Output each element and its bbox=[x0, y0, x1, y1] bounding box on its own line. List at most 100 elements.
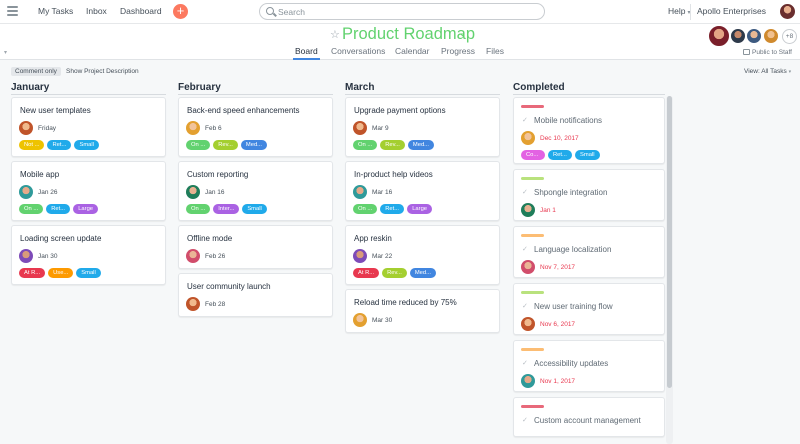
assignee-avatar[interactable] bbox=[353, 249, 367, 263]
tag-pill[interactable]: At R... bbox=[19, 268, 46, 278]
assignee-avatar[interactable] bbox=[353, 121, 367, 135]
assignee-avatar[interactable] bbox=[186, 121, 200, 135]
tag-pill[interactable]: Small bbox=[242, 204, 267, 214]
checkmark-icon[interactable]: ✓ bbox=[522, 303, 528, 310]
tag-pill[interactable]: Med... bbox=[240, 140, 268, 150]
assignee-avatar[interactable] bbox=[353, 313, 367, 327]
member-avatar[interactable] bbox=[763, 28, 779, 44]
task-card[interactable]: ✓ Custom account management bbox=[513, 397, 665, 437]
tag-pill[interactable]: Small bbox=[74, 140, 99, 150]
assignee-avatar[interactable] bbox=[186, 297, 200, 311]
tag-pill[interactable]: Inter... bbox=[213, 204, 240, 214]
tag-pill[interactable]: Rev... bbox=[213, 140, 238, 150]
tag-pill[interactable]: On ... bbox=[19, 204, 44, 214]
nav-dashboard[interactable]: Dashboard bbox=[120, 6, 162, 16]
task-card[interactable]: New user templates Friday Not ... Ret... Sma… bbox=[11, 97, 166, 157]
member-avatar[interactable] bbox=[746, 28, 762, 44]
hamburger-menu-icon[interactable] bbox=[7, 6, 18, 16]
tag-pill[interactable]: Ret... bbox=[47, 140, 72, 150]
help-menu[interactable]: Help ▾ bbox=[668, 6, 691, 16]
tag-pill[interactable]: Ret... bbox=[548, 150, 572, 160]
view-filter-dropdown[interactable]: View: All Tasks ▾ bbox=[744, 68, 792, 75]
tag-pill[interactable]: Med... bbox=[409, 268, 436, 278]
task-card[interactable]: Offline mode Feb 26 bbox=[178, 225, 333, 269]
task-card[interactable]: Loading screen update Jan 30 At R... Use...… bbox=[11, 225, 166, 285]
task-card[interactable]: In-product help videos Mar 16 On ... Ret...… bbox=[345, 161, 500, 221]
scrollbar-thumb[interactable] bbox=[667, 96, 672, 388]
due-date: Nov 6, 2017 bbox=[540, 321, 576, 328]
assignee-avatar[interactable] bbox=[521, 203, 535, 217]
tag-pill[interactable]: Med... bbox=[407, 140, 435, 150]
checkmark-icon[interactable]: ✓ bbox=[522, 189, 528, 196]
task-card[interactable]: Mobile app Jan 26 On ... Ret... Large bbox=[11, 161, 166, 221]
task-card[interactable]: User community launch Feb 28 bbox=[178, 273, 333, 317]
task-card[interactable]: ✓ New user training flow Nov 6, 2017 bbox=[513, 283, 665, 335]
tag-pill[interactable]: On ... bbox=[186, 140, 211, 150]
collapse-icon[interactable]: ▾ bbox=[4, 50, 8, 56]
project-title[interactable]: Product Roadmap bbox=[342, 25, 475, 43]
member-avatar[interactable] bbox=[708, 25, 730, 47]
assignee-avatar[interactable] bbox=[521, 131, 535, 145]
assignee-avatar[interactable] bbox=[521, 260, 535, 274]
assignee-avatar[interactable] bbox=[19, 121, 33, 135]
task-card[interactable]: App reskin Mar 22 At R... Rev... Med... bbox=[345, 225, 500, 285]
assignee-avatar[interactable] bbox=[521, 374, 535, 388]
task-card[interactable]: Custom reporting Jan 16 On ... Inter... Smal… bbox=[178, 161, 333, 221]
task-card[interactable]: Upgrade payment options Mar 9 On ... Rev...… bbox=[345, 97, 500, 157]
task-card[interactable]: Back-end speed enhancements Feb 6 On ... Re… bbox=[178, 97, 333, 157]
tag-pill[interactable]: Co... bbox=[521, 150, 545, 160]
task-card[interactable]: Reload time reduced by 75% Mar 30 bbox=[345, 289, 500, 333]
assignee-avatar[interactable] bbox=[19, 185, 33, 199]
task-card[interactable]: ✓ Mobile notifications Dec 10, 2017 Co... Re… bbox=[513, 97, 665, 164]
assignee-avatar[interactable] bbox=[19, 249, 33, 263]
search-input[interactable]: Search bbox=[259, 3, 545, 20]
assignee-avatar[interactable] bbox=[186, 185, 200, 199]
nav-my-tasks[interactable]: My Tasks bbox=[38, 6, 74, 16]
tag-pill[interactable]: On ... bbox=[353, 204, 378, 214]
tab-calendar[interactable]: Calendar bbox=[395, 46, 430, 56]
tag-pill[interactable]: Ret... bbox=[380, 204, 405, 214]
checkmark-icon[interactable]: ✓ bbox=[522, 117, 528, 124]
tag-pill[interactable]: On ... bbox=[186, 204, 211, 214]
task-card[interactable]: ✓ Shpongle integration Jan 1 bbox=[513, 169, 665, 221]
privacy-setting[interactable]: Public to Staff bbox=[743, 49, 792, 56]
tab-progress[interactable]: Progress bbox=[441, 46, 476, 56]
tag-pill[interactable]: On ... bbox=[353, 140, 378, 150]
due-date: Mar 9 bbox=[372, 125, 389, 132]
assignee-avatar[interactable] bbox=[186, 249, 200, 263]
tag-pill[interactable]: Large bbox=[73, 204, 99, 214]
assignee-avatar[interactable] bbox=[521, 317, 535, 331]
checkmark-icon[interactable]: ✓ bbox=[522, 360, 528, 367]
member-avatar[interactable] bbox=[730, 28, 746, 44]
tag-pill[interactable]: Rev... bbox=[380, 140, 405, 150]
project-header: ▾ ☆ Product Roadmap ⌄ Board Conversation… bbox=[0, 24, 800, 60]
checkmark-icon[interactable]: ✓ bbox=[522, 417, 528, 424]
assignee-avatar[interactable] bbox=[353, 185, 367, 199]
tag-pill[interactable]: Use... bbox=[48, 268, 74, 278]
favorite-star-icon[interactable]: ☆ bbox=[330, 29, 340, 41]
org-switcher[interactable]: Apollo Enterprises bbox=[697, 6, 766, 16]
tag-pill[interactable]: Rev... bbox=[382, 268, 407, 278]
checkmark-icon[interactable]: ✓ bbox=[522, 246, 528, 253]
task-card[interactable]: ✓ Accessibility updates Nov 1, 2017 bbox=[513, 340, 665, 392]
due-date: Jan 30 bbox=[38, 253, 58, 260]
user-avatar[interactable] bbox=[779, 3, 796, 20]
task-title: User community launch bbox=[187, 282, 271, 291]
column-divider bbox=[345, 94, 500, 95]
task-card[interactable]: ✓ Language localization Nov 7, 2017 bbox=[513, 226, 665, 278]
more-members-badge[interactable]: +8 bbox=[782, 29, 797, 44]
tag-pill[interactable]: Not ... bbox=[19, 140, 45, 150]
tag-pill[interactable]: Small bbox=[575, 150, 600, 160]
tab-board[interactable]: Board bbox=[295, 46, 318, 56]
tag-pill[interactable]: Ret... bbox=[46, 204, 71, 214]
tag-pill[interactable]: Small bbox=[76, 268, 101, 278]
tag-pill[interactable]: Large bbox=[407, 204, 433, 214]
task-title: Mobile app bbox=[20, 170, 60, 179]
nav-inbox[interactable]: Inbox bbox=[86, 6, 107, 16]
tab-conversations[interactable]: Conversations bbox=[331, 46, 386, 56]
chevron-down-icon[interactable]: ⌄ bbox=[459, 29, 466, 38]
tab-files[interactable]: Files bbox=[486, 46, 504, 56]
tag-pill[interactable]: At R... bbox=[353, 268, 380, 278]
show-description-link[interactable]: Show Project Description bbox=[66, 68, 139, 75]
quick-add-button[interactable]: + bbox=[173, 4, 188, 19]
